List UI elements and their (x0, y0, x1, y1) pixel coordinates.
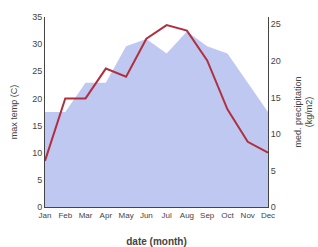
svg-text:Feb: Feb (58, 211, 72, 220)
svg-text:10: 10 (32, 148, 42, 158)
svg-text:max temp (C): max temp (C) (9, 85, 19, 140)
svg-text:med. precipitation(kg/m2): med. precipitation(kg/m2) (293, 76, 315, 147)
svg-text:Apr: Apr (100, 211, 113, 220)
svg-text:25: 25 (271, 19, 281, 29)
svg-text:Sep: Sep (200, 211, 215, 220)
svg-text:0: 0 (37, 202, 42, 212)
svg-text:15: 15 (271, 93, 281, 103)
svg-text:May: May (119, 211, 134, 220)
svg-text:0: 0 (271, 202, 276, 212)
svg-text:Nov: Nov (241, 211, 255, 220)
svg-text:Jul: Jul (162, 211, 172, 220)
svg-text:25: 25 (32, 66, 42, 76)
svg-text:35: 35 (32, 12, 42, 22)
svg-text:Dec: Dec (261, 211, 275, 220)
svg-text:Jun: Jun (140, 211, 153, 220)
svg-text:date (month): date (month) (126, 236, 187, 247)
svg-text:20: 20 (271, 56, 281, 66)
svg-text:Aug: Aug (180, 211, 194, 220)
svg-text:5: 5 (271, 166, 276, 176)
svg-text:Mar: Mar (79, 211, 93, 220)
svg-text:20: 20 (32, 94, 42, 104)
svg-text:5: 5 (37, 175, 42, 185)
svg-text:30: 30 (32, 39, 42, 49)
svg-text:15: 15 (32, 121, 42, 131)
svg-text:Oct: Oct (221, 211, 234, 220)
svg-text:Jan: Jan (39, 211, 52, 220)
svg-text:10: 10 (271, 129, 281, 139)
